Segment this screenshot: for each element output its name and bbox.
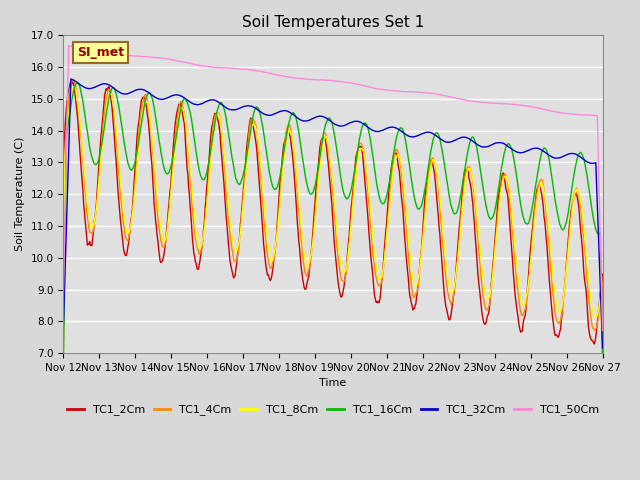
TC1_4Cm xyxy=(415,278,422,284)
X-axis label: Time: Time xyxy=(319,378,347,388)
Legend: TC1_2Cm, TC1_4Cm, TC1_8Cm, TC1_16Cm, TC1_32Cm, TC1_50Cm: TC1_2Cm, TC1_4Cm, TC1_8Cm, TC1_16Cm, TC1… xyxy=(63,400,604,420)
TC1_16Cm xyxy=(74,80,81,85)
TC1_50Cm xyxy=(65,43,72,48)
TC1_4Cm xyxy=(69,77,77,83)
TC1_2Cm xyxy=(70,83,77,89)
TC1_4Cm xyxy=(70,77,77,83)
TC1_16Cm xyxy=(415,206,422,212)
Y-axis label: Soil Temperature (C): Soil Temperature (C) xyxy=(15,137,25,252)
TC1_32Cm xyxy=(598,345,606,351)
TC1_50Cm xyxy=(598,327,606,333)
TC1_16Cm xyxy=(69,90,77,96)
TC1_4Cm xyxy=(125,231,133,237)
TC1_50Cm xyxy=(180,59,188,65)
TC1_8Cm xyxy=(125,228,133,234)
TC1_16Cm xyxy=(60,357,67,363)
TC1_2Cm xyxy=(209,122,216,128)
TC1_2Cm xyxy=(60,285,67,291)
TC1_32Cm xyxy=(180,95,188,101)
TC1_8Cm xyxy=(415,273,422,278)
TC1_32Cm xyxy=(70,77,77,83)
TC1_4Cm xyxy=(399,187,407,193)
TC1_32Cm xyxy=(125,90,133,96)
Text: SI_met: SI_met xyxy=(77,46,124,59)
TC1_16Cm xyxy=(209,135,216,141)
TC1_2Cm xyxy=(598,368,606,373)
TC1_2Cm xyxy=(68,78,76,84)
TC1_8Cm xyxy=(399,176,407,182)
Line: TC1_32Cm: TC1_32Cm xyxy=(63,79,602,348)
Line: TC1_2Cm: TC1_2Cm xyxy=(63,81,602,371)
TC1_50Cm xyxy=(125,53,133,59)
TC1_16Cm xyxy=(399,128,407,133)
Line: TC1_4Cm: TC1_4Cm xyxy=(63,80,602,368)
TC1_32Cm xyxy=(399,130,407,135)
TC1_32Cm xyxy=(67,76,75,82)
TC1_16Cm xyxy=(180,96,188,102)
TC1_4Cm xyxy=(60,365,67,371)
TC1_32Cm xyxy=(60,324,67,330)
Line: TC1_8Cm: TC1_8Cm xyxy=(63,87,602,401)
TC1_8Cm xyxy=(209,140,216,145)
TC1_8Cm xyxy=(69,84,77,90)
TC1_50Cm xyxy=(209,64,216,70)
TC1_2Cm xyxy=(399,210,407,216)
TC1_2Cm xyxy=(125,232,133,238)
TC1_32Cm xyxy=(415,132,422,138)
TC1_16Cm xyxy=(125,165,133,170)
TC1_50Cm xyxy=(70,44,77,49)
TC1_4Cm xyxy=(180,109,188,115)
TC1_8Cm xyxy=(60,326,67,332)
Line: TC1_16Cm: TC1_16Cm xyxy=(63,83,602,360)
TC1_50Cm xyxy=(415,89,422,95)
TC1_50Cm xyxy=(399,89,407,95)
TC1_8Cm xyxy=(70,84,77,90)
TC1_2Cm xyxy=(180,120,188,125)
TC1_8Cm xyxy=(598,398,606,404)
TC1_32Cm xyxy=(209,97,216,103)
TC1_4Cm xyxy=(209,129,216,135)
Title: Soil Temperatures Set 1: Soil Temperatures Set 1 xyxy=(242,15,424,30)
TC1_50Cm xyxy=(60,290,67,296)
TC1_8Cm xyxy=(180,111,188,117)
TC1_4Cm xyxy=(598,349,606,355)
Line: TC1_50Cm: TC1_50Cm xyxy=(63,46,602,330)
TC1_16Cm xyxy=(598,357,606,363)
TC1_2Cm xyxy=(415,273,422,279)
